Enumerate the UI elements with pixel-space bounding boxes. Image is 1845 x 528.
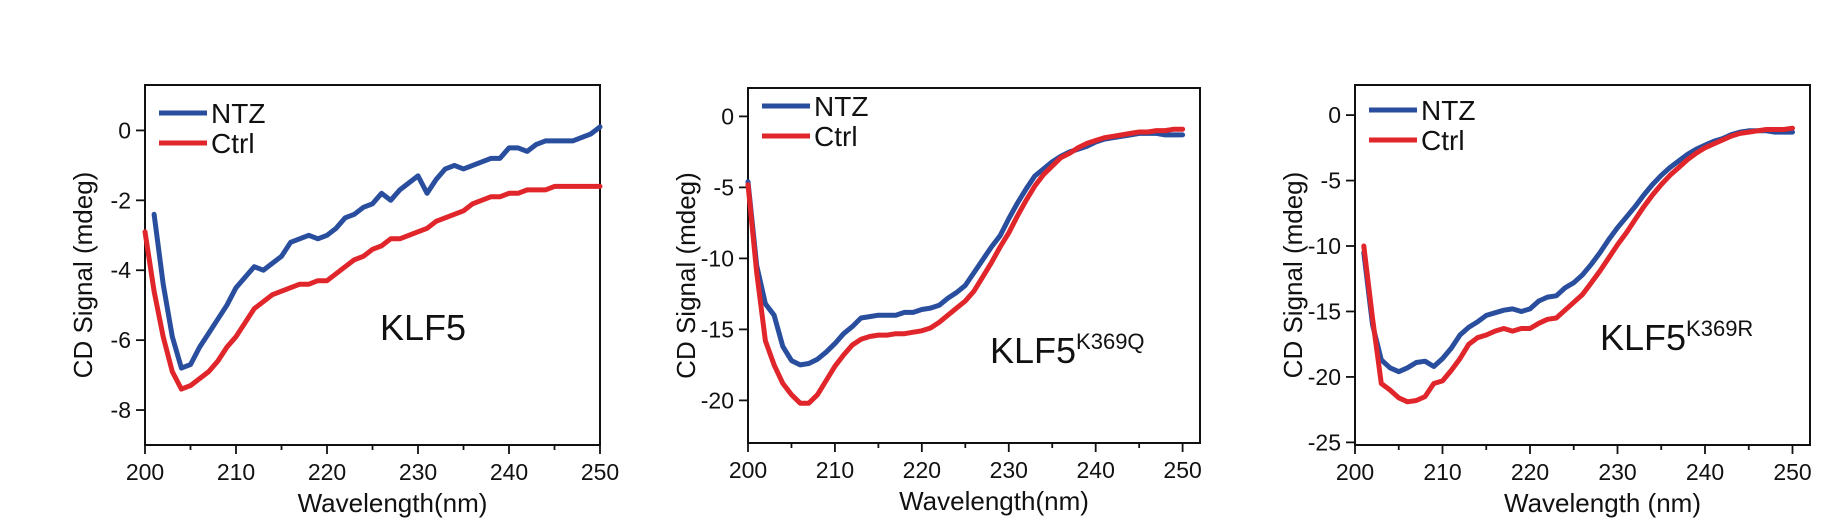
panel-label: KLF5K369R — [1600, 316, 1753, 358]
y-tick-label: -15 — [701, 316, 734, 342]
series-line-ctrl — [745, 126, 1186, 406]
plot-frame — [747, 87, 1201, 444]
x-axis-title: Wavelength(nm) — [298, 488, 488, 518]
panel-label: KLF5K369Q — [990, 329, 1145, 371]
plot-frame — [1354, 84, 1811, 446]
y-tick-label: -5 — [714, 174, 734, 200]
y-tick-label: -8 — [111, 397, 131, 423]
x-tick-label: 230 — [399, 459, 437, 485]
x-tick-label: 210 — [217, 459, 255, 485]
panel-label: KLF5 — [380, 307, 466, 348]
x-tick-label: 230 — [1598, 459, 1636, 485]
y-tick-label: -5 — [1321, 168, 1341, 194]
x-tick-label: 200 — [729, 457, 767, 483]
y-tick-label: 0 — [721, 103, 734, 129]
y-tick-label: 0 — [118, 117, 131, 143]
y-tick-label: -10 — [701, 245, 734, 271]
panel-label-main: KLF5 — [990, 330, 1076, 371]
x-tick-label: 250 — [1163, 457, 1201, 483]
chart-panel-1: 200 210 220 230 240 250 0 -2 -4 -6 -8 Wavelength(nm… — [68, 84, 619, 518]
y-tick-label: -20 — [701, 387, 734, 413]
panel-label-main: KLF5 — [1600, 317, 1686, 358]
series-line-ctrl — [1361, 125, 1795, 405]
y-axis-title: CD Signal (mdeg) — [68, 172, 98, 379]
y-tick-label: -4 — [111, 257, 132, 283]
x-tick-label: 250 — [1773, 459, 1811, 485]
legend-label-ctrl: Ctrl — [211, 128, 255, 159]
legend-label-ctrl: Ctrl — [1421, 125, 1465, 156]
x-tick-label: 200 — [1336, 459, 1374, 485]
x-tick-label: 240 — [1077, 457, 1115, 483]
legend-label-ntz: NTZ — [814, 91, 868, 122]
legend-label-ntz: NTZ — [1421, 95, 1475, 126]
legend-label-ctrl: Ctrl — [814, 121, 858, 152]
x-axis-title: Wavelength(nm) — [899, 486, 1089, 516]
chart-panel-2: 200 210 220 230 240 250 0 -5 -10 -15 -20 Wavelength… — [671, 87, 1202, 516]
y-tick-label: -20 — [1308, 364, 1341, 390]
x-tick-label: 220 — [1511, 459, 1549, 485]
legend-label-ntz: NTZ — [211, 98, 265, 129]
x-tick-label: 220 — [308, 459, 346, 485]
x-tick-label: 240 — [1686, 459, 1724, 485]
y-tick-label: 0 — [1328, 102, 1341, 128]
series-line-ntz — [151, 124, 603, 371]
chart-panel-3: 200 210 220 230 240 250 0 -5 -10 -15 -20 -25 Wavelen… — [1278, 84, 1812, 518]
y-tick-label: -25 — [1308, 429, 1341, 455]
y-tick-label: -10 — [1308, 233, 1341, 259]
y-axis-title: CD Signal (mdeg) — [1278, 172, 1308, 379]
y-tick-label: -6 — [111, 327, 131, 353]
x-tick-label: 240 — [490, 459, 528, 485]
y-axis-title: CD Signal (mdeg) — [671, 172, 701, 379]
x-tick-label: 210 — [816, 457, 854, 483]
x-tick-label: 250 — [581, 459, 619, 485]
x-tick-label: 220 — [903, 457, 941, 483]
series-line-ctrl — [142, 183, 603, 392]
panel-label-superscript: K369Q — [1076, 329, 1145, 354]
x-tick-label: 210 — [1423, 459, 1461, 485]
y-tick-label: -2 — [111, 187, 131, 213]
panel-label-superscript: K369R — [1686, 316, 1753, 341]
x-tick-label: 200 — [126, 459, 164, 485]
panel-label-main: KLF5 — [380, 307, 466, 348]
y-tick-label: -15 — [1308, 298, 1341, 324]
x-axis-title: Wavelength (nm) — [1504, 488, 1701, 518]
x-tick-label: 230 — [990, 457, 1028, 483]
